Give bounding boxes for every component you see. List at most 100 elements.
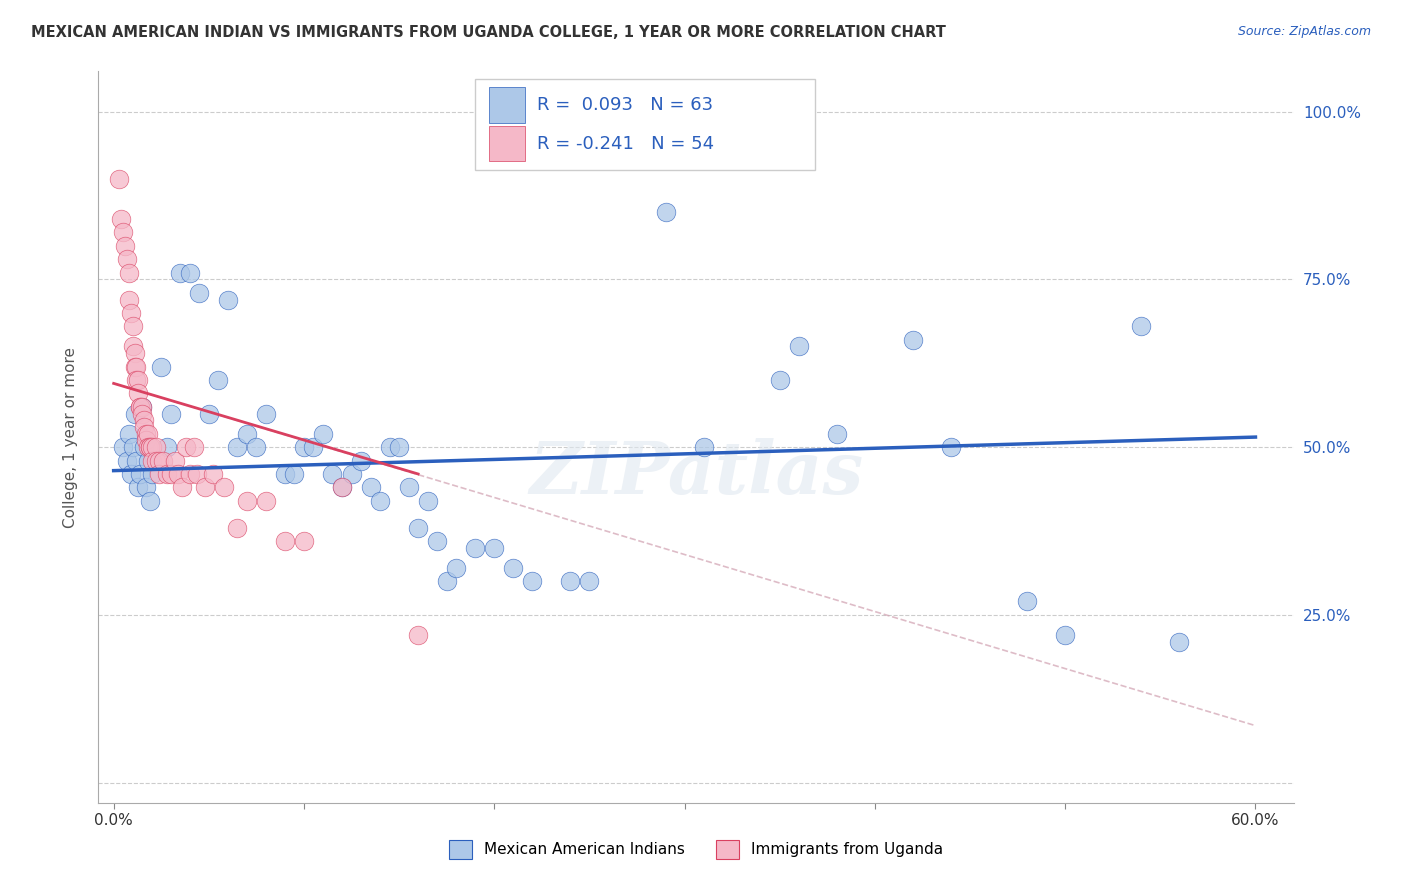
Point [120, 467, 142, 481]
Point [135, 480, 157, 494]
FancyBboxPatch shape [489, 87, 524, 122]
Point [769, 373, 792, 387]
Point [167, 467, 190, 481]
Point [129, 400, 152, 414]
Text: MEXICAN AMERICAN INDIAN VS IMMIGRANTS FROM UGANDA COLLEGE, 1 YEAR OR MORE CORREL: MEXICAN AMERICAN INDIAN VS IMMIGRANTS FR… [31, 25, 946, 40]
Point [132, 420, 155, 434]
Point [132, 413, 155, 427]
Point [901, 333, 924, 347]
Point [436, 574, 458, 589]
Point [118, 293, 141, 307]
Point [939, 440, 962, 454]
Point [484, 541, 506, 555]
Point [112, 226, 135, 240]
Point [198, 407, 221, 421]
Point [136, 440, 159, 454]
Point [141, 467, 163, 481]
Point [502, 561, 524, 575]
Point [121, 319, 143, 334]
Point [115, 453, 138, 467]
Point [127, 386, 149, 401]
Point [522, 574, 544, 589]
Point [245, 440, 267, 454]
Point [124, 346, 146, 360]
Point [179, 467, 201, 481]
Point [183, 440, 205, 454]
Point [398, 480, 420, 494]
Point [150, 359, 173, 374]
Point [254, 493, 277, 508]
Point [406, 521, 429, 535]
Point [1054, 628, 1077, 642]
Point [1130, 319, 1153, 334]
Point [163, 453, 186, 467]
Point [159, 407, 181, 421]
Point [118, 266, 141, 280]
Point [172, 480, 194, 494]
Point [139, 493, 162, 508]
Point [217, 293, 239, 307]
Point [120, 306, 142, 320]
Point [406, 628, 429, 642]
Point [321, 467, 343, 481]
FancyBboxPatch shape [489, 126, 524, 161]
Point [274, 534, 297, 549]
Point [194, 480, 217, 494]
Point [136, 453, 159, 467]
Point [148, 453, 170, 467]
Point [416, 493, 439, 508]
Point [110, 212, 132, 227]
Point [330, 480, 353, 494]
Point [302, 440, 325, 454]
Point [156, 440, 179, 454]
Text: ZIPatlas: ZIPatlas [529, 438, 863, 509]
Point [127, 480, 149, 494]
Point [444, 561, 467, 575]
Text: R =  0.093   N = 63: R = 0.093 N = 63 [537, 96, 713, 114]
Legend: Mexican American Indians, Immigrants from Uganda: Mexican American Indians, Immigrants fro… [443, 834, 949, 864]
Point [226, 440, 249, 454]
Point [654, 205, 676, 219]
Point [131, 400, 153, 414]
Point [115, 252, 138, 267]
Point [464, 541, 486, 555]
Point [368, 493, 391, 508]
Point [179, 266, 201, 280]
Point [254, 407, 277, 421]
Point [141, 453, 163, 467]
Point [145, 440, 167, 454]
Point [125, 373, 148, 387]
Point [292, 534, 315, 549]
Point [212, 480, 235, 494]
Point [127, 373, 149, 387]
Point [825, 426, 848, 441]
Point [129, 467, 152, 481]
Point [560, 574, 582, 589]
Point [378, 440, 401, 454]
Point [148, 467, 170, 481]
Point [125, 359, 148, 374]
Point [141, 440, 163, 454]
Point [292, 440, 315, 454]
Point [136, 426, 159, 441]
Point [118, 426, 141, 441]
Point [330, 480, 353, 494]
Point [108, 171, 131, 186]
Point [226, 521, 249, 535]
Text: Source: ZipAtlas.com: Source: ZipAtlas.com [1237, 25, 1371, 38]
Point [350, 453, 373, 467]
Point [125, 453, 148, 467]
Text: R = -0.241   N = 54: R = -0.241 N = 54 [537, 135, 714, 153]
Point [186, 467, 208, 481]
Point [152, 453, 174, 467]
Y-axis label: College, 1 year or more: College, 1 year or more [63, 347, 77, 527]
Point [112, 440, 135, 454]
Point [388, 440, 411, 454]
Point [692, 440, 714, 454]
Point [578, 574, 600, 589]
Point [135, 426, 157, 441]
Point [145, 453, 167, 467]
Point [360, 480, 382, 494]
Point [340, 467, 363, 481]
Point [131, 400, 153, 414]
